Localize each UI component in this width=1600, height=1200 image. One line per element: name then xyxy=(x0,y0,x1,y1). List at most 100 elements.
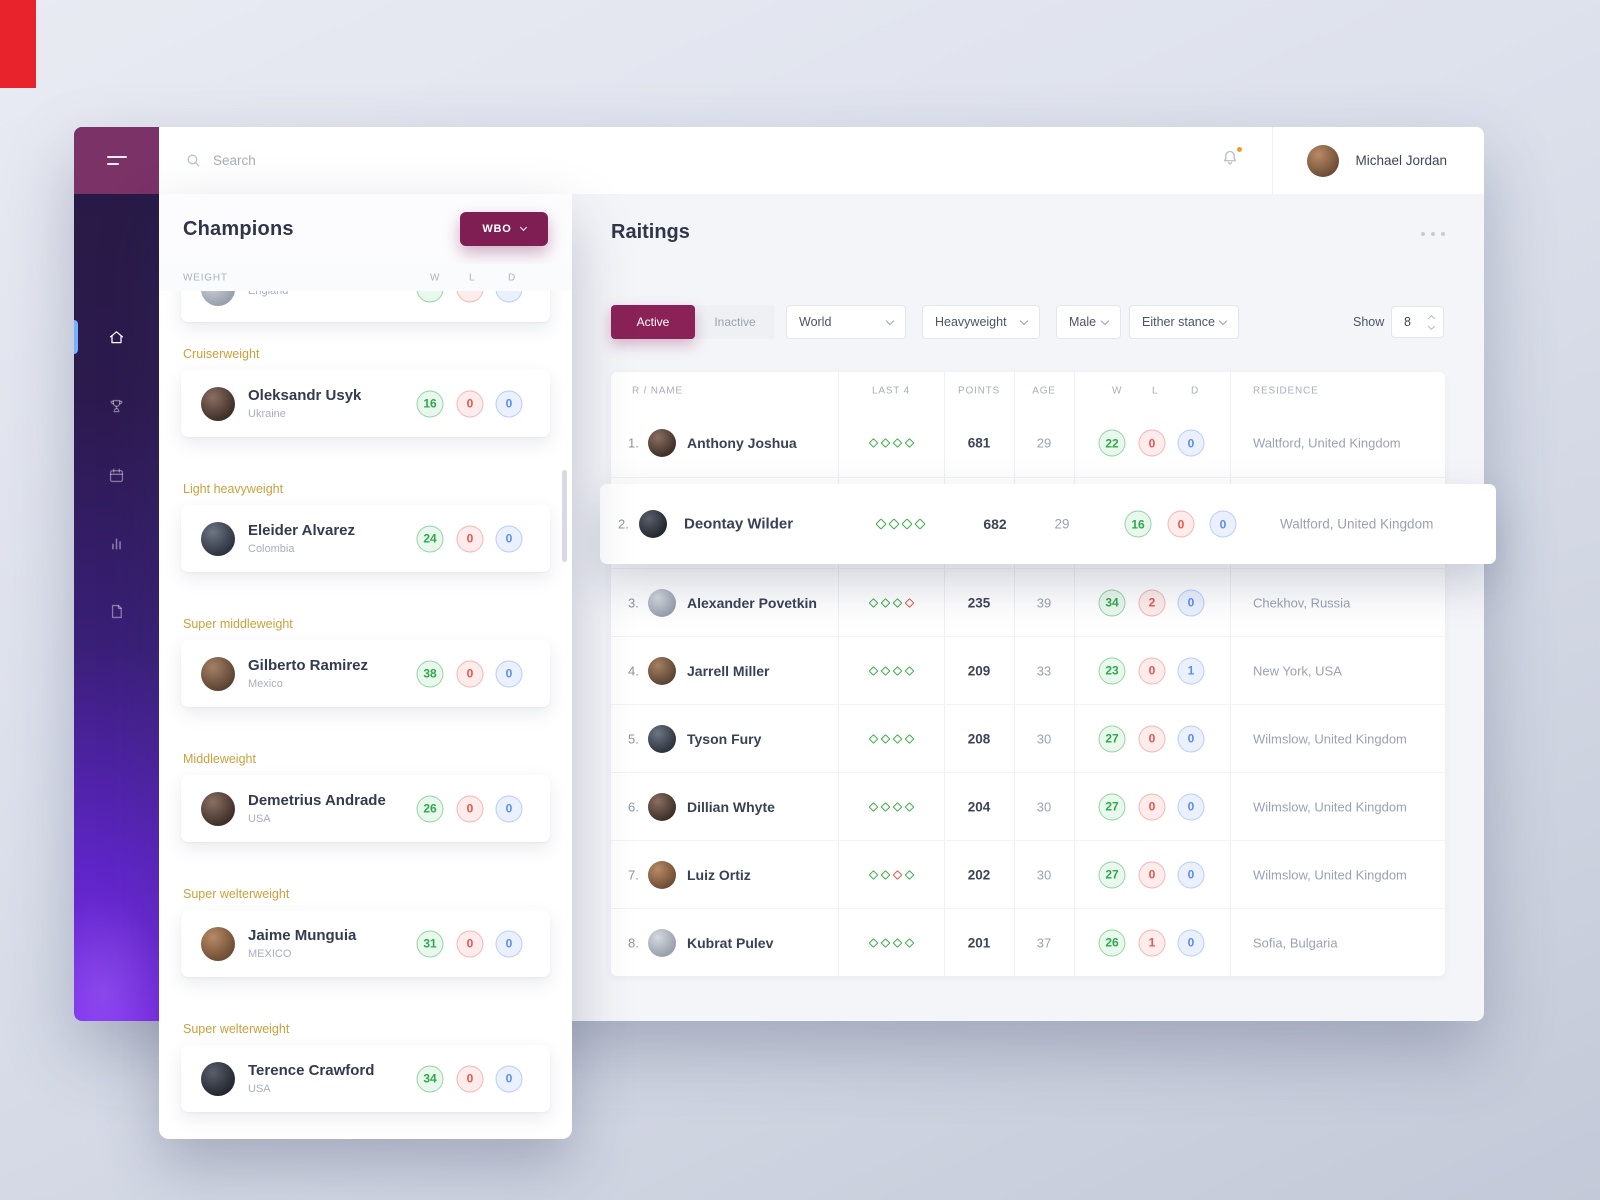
champions-section: Light heavyweight Eleider Alvarez Colomb… xyxy=(181,482,550,572)
user-avatar xyxy=(1307,144,1340,177)
champion-name: Eleider Alvarez xyxy=(248,522,355,539)
ratings-panel: Raitings Active Inactive World Heavyweig… xyxy=(600,194,1496,1021)
table-row[interactable]: 8. Kubrat Pulev 201 37 26 1 0 Sofia, Bul… xyxy=(611,908,1445,976)
champion-name: Demetrius Andrade xyxy=(248,792,386,809)
age: 33 xyxy=(1036,663,1052,678)
table-row[interactable]: 5. Tyson Fury 208 30 27 0 0 Wilmslow, Un… xyxy=(611,704,1445,772)
draws-badge: 0 xyxy=(495,525,523,552)
champion-card[interactable]: Oleksandr Usyk Ukraine 16 0 0 xyxy=(181,370,550,437)
win-diamond-icon xyxy=(904,733,914,744)
champion-card[interactable]: Terence Crawford USA 34 0 0 xyxy=(181,1045,550,1112)
scrollbar-thumb[interactable] xyxy=(562,470,567,562)
champion-country: USA xyxy=(248,813,271,825)
win-diamond-icon xyxy=(880,869,890,880)
wins-badge: 27 xyxy=(1098,861,1126,888)
weight-value: Heavyweight xyxy=(935,315,1007,329)
wins-badge xyxy=(416,291,444,302)
champion-card[interactable]: Jaime Munguia MEXICO 31 0 0 xyxy=(181,910,550,977)
draws-badge: 0 xyxy=(1177,725,1205,752)
draws-badge: 0 xyxy=(495,930,523,957)
notifications-button[interactable] xyxy=(1220,146,1244,173)
residence: Wilmslow, United Kingdom xyxy=(1253,867,1407,882)
losses-badge: 0 xyxy=(1138,429,1166,457)
active-indicator xyxy=(74,320,78,354)
age: 29 xyxy=(1054,516,1070,532)
menu-toggle-button[interactable] xyxy=(74,127,159,194)
avatar xyxy=(201,656,235,691)
wins-badge: 27 xyxy=(1098,725,1126,752)
wins-badge: 26 xyxy=(416,795,444,822)
boxer-name: Tyson Fury xyxy=(687,730,762,747)
win-diamond-icon xyxy=(880,733,890,744)
win-diamond-icon xyxy=(913,518,926,530)
avatar xyxy=(648,792,676,821)
champion-card[interactable]: Eleider Alvarez Colombia 24 0 0 xyxy=(181,505,550,572)
points: 235 xyxy=(967,595,991,610)
sidebar-item-notes[interactable] xyxy=(74,587,159,635)
residence: Chekhov, Russia xyxy=(1253,595,1351,610)
weight-class-dropdown[interactable]: Heavyweight xyxy=(922,305,1040,339)
stepper-arrows-icon[interactable] xyxy=(1427,314,1436,330)
losses-badge: 2 xyxy=(1138,589,1166,616)
wins-badge: 23 xyxy=(1098,657,1126,684)
rank: 3. xyxy=(628,595,639,610)
show-count-stepper[interactable]: 8 xyxy=(1391,306,1444,338)
avatar xyxy=(639,510,667,538)
points: 209 xyxy=(967,663,991,678)
win-diamond-icon xyxy=(880,665,890,676)
win-diamond-icon xyxy=(900,518,913,530)
sidebar xyxy=(74,127,159,1021)
weight-class-label: Cruiserweight xyxy=(183,347,260,361)
table-row[interactable]: 3. Alexander Povetkin 235 39 34 2 0 Chek… xyxy=(611,568,1445,636)
table-row[interactable]: 7. Luiz Ortiz 202 30 27 0 0 Wilmslow, Un… xyxy=(611,840,1445,908)
avatar xyxy=(201,386,235,421)
organization-dropdown[interactable]: WBO xyxy=(460,212,548,246)
losses-badge: 0 xyxy=(456,660,484,687)
wins-badge: 16 xyxy=(416,390,444,417)
chevron-down-icon xyxy=(1100,316,1110,325)
user-menu[interactable]: Michael Jordan xyxy=(1273,144,1484,177)
table-row[interactable]: 1. Anthony Joshua 681 29 22 0 0 Waltford… xyxy=(611,409,1445,477)
points: 201 xyxy=(967,935,991,950)
sidebar-item-champions[interactable] xyxy=(74,382,159,430)
avatar xyxy=(648,724,676,753)
table-row-selected[interactable]: 2. Deontay Wilder 682 29 16 0 0 Waltford… xyxy=(600,484,1496,564)
win-diamond-icon xyxy=(892,665,902,676)
age: 30 xyxy=(1036,799,1052,814)
losses-badge: 1 xyxy=(1138,929,1166,956)
col-points: POINTS xyxy=(957,385,1001,396)
topbar-divider xyxy=(1272,127,1274,194)
region-dropdown[interactable]: World xyxy=(786,305,906,339)
filters-bar: Active Inactive World Heavyweight Male E… xyxy=(611,305,1484,339)
champion-card[interactable]: Gilberto Ramirez Mexico 38 0 0 xyxy=(181,640,550,707)
last4-results xyxy=(838,665,944,676)
win-diamond-icon xyxy=(892,801,902,812)
search-icon xyxy=(187,154,200,167)
draws-badge: 0 xyxy=(495,1065,523,1092)
wins-badge: 31 xyxy=(416,930,444,957)
win-diamond-icon xyxy=(868,869,878,880)
search-input[interactable] xyxy=(213,153,633,168)
sidebar-item-schedule[interactable] xyxy=(74,451,159,499)
table-row[interactable]: 4. Jarrell Miller 209 33 23 0 1 New York… xyxy=(611,636,1445,704)
win-diamond-icon xyxy=(868,733,878,744)
gender-dropdown[interactable]: Male xyxy=(1056,305,1121,339)
champion-card-partial[interactable]: England xyxy=(181,291,550,322)
more-options-button[interactable] xyxy=(1421,232,1445,236)
draws-badge: 0 xyxy=(1177,929,1205,956)
sidebar-item-statistics[interactable] xyxy=(74,519,159,567)
col-l: L xyxy=(469,272,476,283)
table-row[interactable]: 6. Dillian Whyte 204 30 27 0 0 Wilmslow,… xyxy=(611,772,1445,840)
chevron-down-icon xyxy=(1218,316,1228,325)
stance-dropdown[interactable]: Either stance xyxy=(1129,305,1239,339)
last4-results xyxy=(847,518,953,530)
column-divider xyxy=(1230,372,1231,976)
filter-inactive-button[interactable]: Inactive xyxy=(695,305,775,339)
last4-results xyxy=(838,438,944,448)
filter-active-button[interactable]: Active xyxy=(611,305,695,339)
champion-card[interactable]: Demetrius Andrade USA 26 0 0 xyxy=(181,775,550,842)
champions-list: England Cruiserweight Oleksandr Usyk Ukr… xyxy=(159,291,572,1139)
win-diamond-icon xyxy=(880,801,890,812)
user-name: Michael Jordan xyxy=(1355,153,1447,168)
sidebar-item-home[interactable] xyxy=(74,313,159,361)
